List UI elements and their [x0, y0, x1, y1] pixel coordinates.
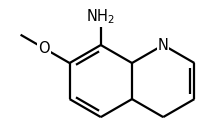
Text: NH$_2$: NH$_2$: [86, 8, 115, 26]
Text: N: N: [158, 38, 169, 53]
Text: O: O: [38, 41, 50, 56]
